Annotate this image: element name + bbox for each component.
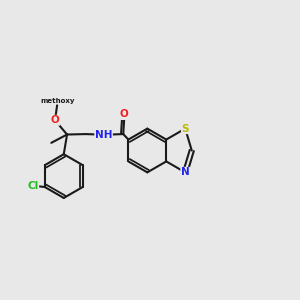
Text: S: S (182, 124, 189, 134)
Text: NH: NH (95, 130, 112, 140)
Text: methoxy: methoxy (40, 98, 74, 104)
Text: N: N (181, 167, 190, 177)
Text: Cl: Cl (27, 181, 39, 191)
Text: O: O (120, 110, 129, 119)
Text: O: O (51, 115, 59, 125)
